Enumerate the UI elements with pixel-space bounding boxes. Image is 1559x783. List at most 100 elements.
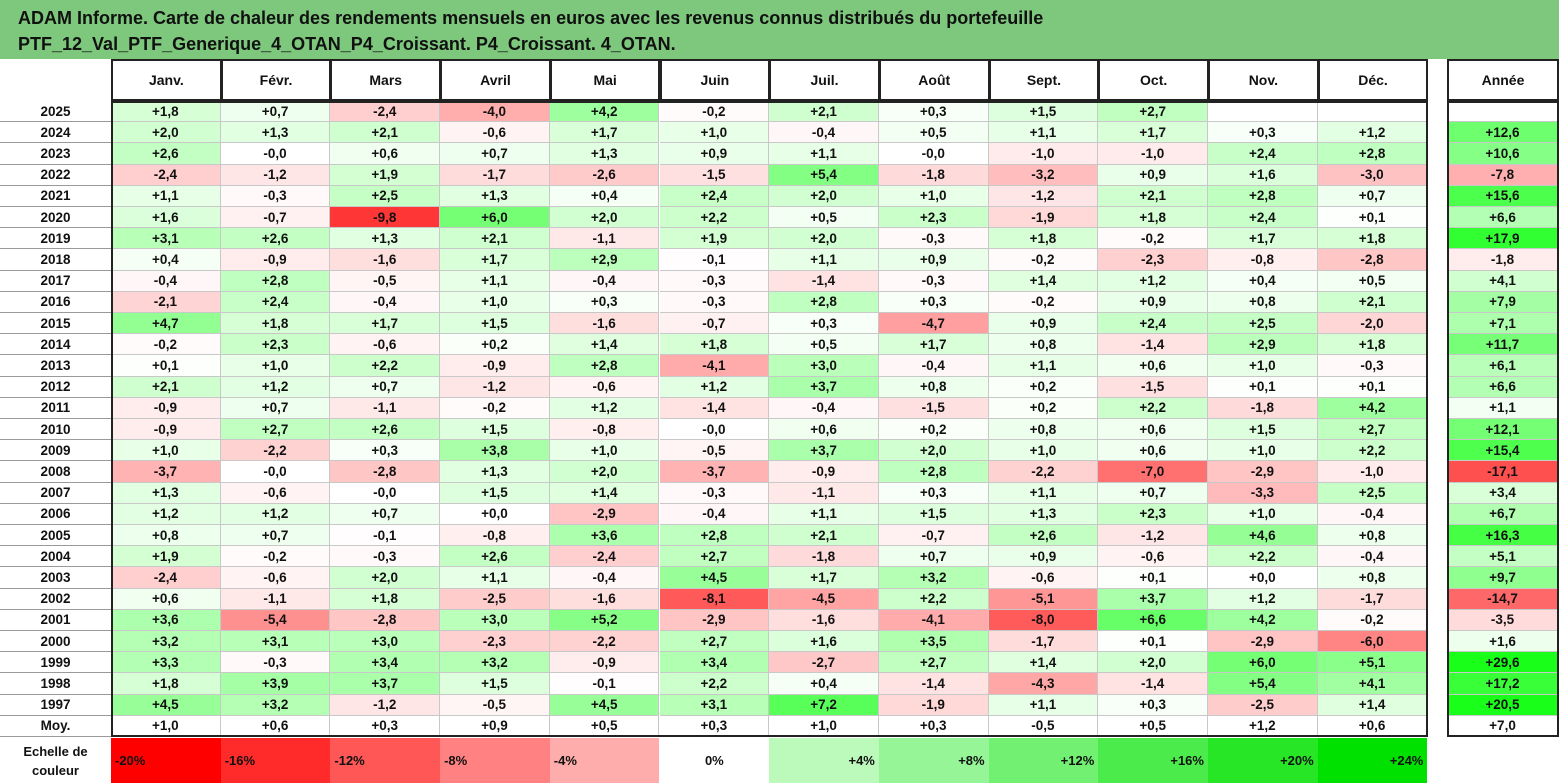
heatmap-cell: +0,7 — [1098, 482, 1208, 504]
heatmap-cell: +3,0 — [330, 631, 441, 653]
heatmap-cell: -1,8 — [878, 164, 989, 186]
heatmap-cell: +1,0 — [549, 440, 660, 462]
heatmap-cell: +0,7 — [440, 143, 550, 165]
heatmap-cell: +0,7 — [220, 397, 331, 419]
legend-step: -16% — [220, 738, 331, 783]
heatmap-cell: +0,8 — [1317, 567, 1428, 589]
heatmap-cell: -0,9 — [440, 355, 550, 377]
heatmap-cell: -0,6 — [440, 122, 550, 144]
heatmap-cell: -0,8 — [549, 419, 660, 441]
heatmap-cell: +2,0 — [1098, 652, 1208, 674]
heatmap-cell: +1,0 — [659, 122, 770, 144]
heatmap-cell: -2,6 — [549, 164, 660, 186]
heatmap-cell: -0,4 — [111, 270, 221, 292]
heatmap-cell: +2,2 — [1317, 440, 1428, 462]
heatmap-cell: -8,1 — [659, 588, 770, 610]
heatmap-cell: +1,8 — [220, 313, 331, 335]
heatmap-cell: +1,1 — [111, 185, 221, 207]
heatmap-cell: -0,7 — [220, 207, 331, 229]
heatmap-cell: +2,5 — [1317, 482, 1428, 504]
annual-column-header: Année — [1447, 59, 1559, 101]
heatmap-cell: -1,5 — [1098, 376, 1208, 398]
heatmap-cell: -0,1 — [549, 673, 660, 695]
annual-cell: +6,6 — [1447, 207, 1559, 229]
heatmap-cell: +1,5 — [440, 482, 550, 504]
heatmap-cell: -0,0 — [878, 143, 989, 165]
title-line-1: ADAM Informe. Carte de chaleur des rende… — [18, 8, 1044, 28]
heatmap-cell: -0,6 — [549, 376, 660, 398]
heatmap-cell: +0,3 — [1098, 694, 1208, 716]
heatmap-cell: -5,1 — [988, 588, 1099, 610]
heatmap-cell: -1,4 — [659, 397, 770, 419]
heatmap-cell: +0,1 — [111, 355, 221, 377]
heatmap-cell: +1,1 — [988, 482, 1099, 504]
heatmap-cell: -3,2 — [988, 164, 1099, 186]
heatmap-cell: -2,8 — [1317, 249, 1428, 271]
heatmap-cell: +3,2 — [111, 631, 221, 653]
heatmap-cell: -2,2 — [220, 440, 331, 462]
heatmap-cell: -0,6 — [1098, 546, 1208, 568]
title-line-2: PTF_12_Val_PTF_Generique_4_OTAN_P4_Crois… — [18, 34, 676, 54]
heatmap-cell: +1,2 — [1317, 122, 1428, 144]
heatmap-cell: +0,7 — [330, 503, 441, 525]
heatmap-cell: +1,8 — [1317, 228, 1428, 250]
heatmap-cell: +6,0 — [1208, 652, 1318, 674]
heatmap-cell: +1,5 — [440, 313, 550, 335]
heatmap-cell: +0,5 — [878, 122, 989, 144]
heatmap-cell: +3,5 — [878, 631, 989, 653]
heatmap-cell: +0,5 — [549, 715, 660, 737]
heatmap-cell: +1,2 — [111, 503, 221, 525]
heatmap-cell: -0,2 — [659, 101, 770, 123]
year-label: 2008 — [0, 461, 111, 483]
heatmap-cell: -2,4 — [111, 567, 221, 589]
heatmap-cell: +3,1 — [111, 228, 221, 250]
heatmap-cell: +2,6 — [111, 143, 221, 165]
heatmap-cell: +2,6 — [988, 525, 1099, 547]
heatmap-cell: -0,3 — [659, 291, 770, 313]
heatmap-cell: -1,5 — [878, 397, 989, 419]
heatmap-cell: -0,0 — [220, 461, 331, 483]
legend-step: -4% — [549, 738, 660, 783]
heatmap-cell: +1,1 — [988, 694, 1099, 716]
heatmap-cell: +2,6 — [220, 228, 331, 250]
heatmap-cell: -8,0 — [988, 609, 1099, 631]
heatmap-cell: +0,6 — [220, 715, 331, 737]
heatmap-cell: +1,6 — [769, 631, 879, 653]
year-label: 2005 — [0, 525, 111, 547]
annual-cell: +4,1 — [1447, 270, 1559, 292]
heatmap-cell: +0,6 — [1317, 715, 1428, 737]
heatmap-cell: -0,2 — [988, 291, 1099, 313]
annual-cell: +17,9 — [1447, 228, 1559, 250]
year-label: 2000 — [0, 631, 111, 653]
year-label: 2019 — [0, 228, 111, 250]
year-label: 2007 — [0, 482, 111, 504]
heatmap-cell: +0,3 — [769, 313, 879, 335]
legend-step: +16% — [1098, 738, 1208, 783]
heatmap-cell: +2,0 — [769, 228, 879, 250]
annual-cell: +6,1 — [1447, 355, 1559, 377]
legend-step: +4% — [769, 738, 879, 783]
heatmap-cell: -0,9 — [111, 397, 221, 419]
heatmap-cell: -0,9 — [769, 461, 879, 483]
column-header: Nov. — [1208, 59, 1319, 101]
heatmap-cell: +3,2 — [878, 567, 989, 589]
heatmap-cell: +1,3 — [330, 228, 441, 250]
heatmap-cell: +0,2 — [988, 397, 1099, 419]
heatmap-cell: +0,2 — [440, 334, 550, 356]
heatmap-cell: -1,5 — [659, 164, 770, 186]
annual-cell: +15,6 — [1447, 185, 1559, 207]
heatmap-cell: -0,3 — [1317, 355, 1428, 377]
annual-cell — [1447, 101, 1559, 123]
heatmap-cell: +2,1 — [440, 228, 550, 250]
heatmap-cell: -3,3 — [1208, 482, 1318, 504]
heatmap-cell: +0,8 — [1208, 291, 1318, 313]
year-label: 2022 — [0, 164, 111, 186]
legend-step: +8% — [878, 738, 989, 783]
heatmap-cell: +3,7 — [769, 376, 879, 398]
heatmap-cell: +1,9 — [659, 228, 770, 250]
heatmap-cell — [1317, 101, 1428, 123]
legend-step: +20% — [1208, 738, 1318, 783]
heatmap-cell: -1,8 — [769, 546, 879, 568]
column-header: Juil. — [769, 59, 880, 101]
heatmap-cell: -3,7 — [111, 461, 221, 483]
